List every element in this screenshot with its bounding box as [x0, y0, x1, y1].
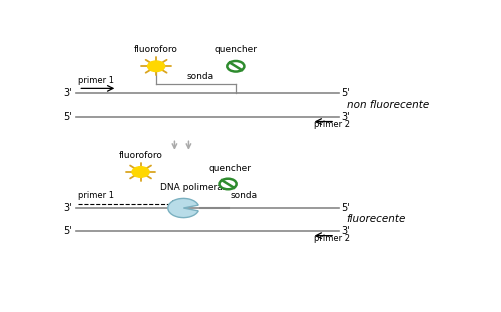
Text: primer 2: primer 2	[313, 234, 349, 243]
Text: non fluorecente: non fluorecente	[346, 100, 428, 110]
Text: DNA polimerasi: DNA polimerasi	[160, 183, 229, 192]
Wedge shape	[167, 198, 198, 217]
Text: sonda: sonda	[186, 72, 213, 81]
Circle shape	[132, 167, 149, 177]
Text: 3': 3'	[340, 112, 349, 122]
Circle shape	[219, 179, 236, 189]
Text: sonda: sonda	[229, 191, 257, 200]
Text: 5': 5'	[63, 226, 72, 236]
Text: quencher: quencher	[214, 45, 257, 54]
Text: 5': 5'	[340, 203, 349, 213]
Text: quencher: quencher	[208, 164, 251, 173]
Text: fluoroforo: fluoroforo	[118, 151, 162, 160]
Text: primer 1: primer 1	[78, 191, 114, 200]
Text: 3': 3'	[340, 226, 349, 236]
Text: fluoroforo: fluoroforo	[134, 45, 178, 54]
Text: primer 1: primer 1	[78, 76, 114, 85]
Text: 3': 3'	[63, 88, 72, 98]
Text: primer 2: primer 2	[313, 119, 349, 129]
Circle shape	[147, 61, 164, 71]
Text: 5': 5'	[340, 88, 349, 98]
Text: fluorecente: fluorecente	[346, 214, 405, 224]
Circle shape	[227, 61, 244, 71]
Text: 3': 3'	[63, 203, 72, 213]
Text: 5': 5'	[63, 112, 72, 122]
